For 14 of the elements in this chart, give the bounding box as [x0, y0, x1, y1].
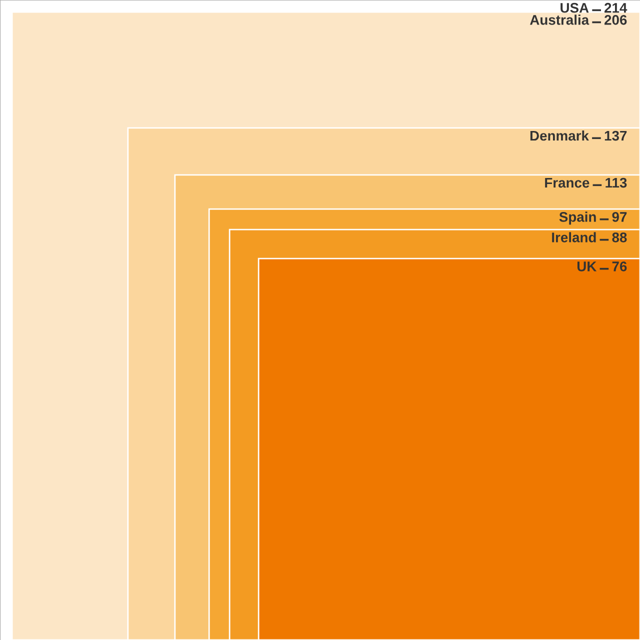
category-label: Spain [559, 212, 596, 225]
data-label: 206 [604, 15, 627, 25]
data-label: 88 [612, 232, 627, 242]
category-label: Australia [530, 14, 590, 25]
category-label: France [545, 178, 590, 188]
category-label: UK [577, 262, 597, 272]
data-label: 214 [604, 2, 628, 13]
data-label: 76 [612, 262, 627, 272]
category-label: USA [560, 2, 589, 13]
data-label: 97 [612, 212, 627, 222]
data-label: 137 [604, 130, 627, 141]
data-label: 113 [606, 178, 627, 188]
category-label: Ireland [552, 232, 596, 242]
category-label: Denmark [530, 130, 589, 141]
